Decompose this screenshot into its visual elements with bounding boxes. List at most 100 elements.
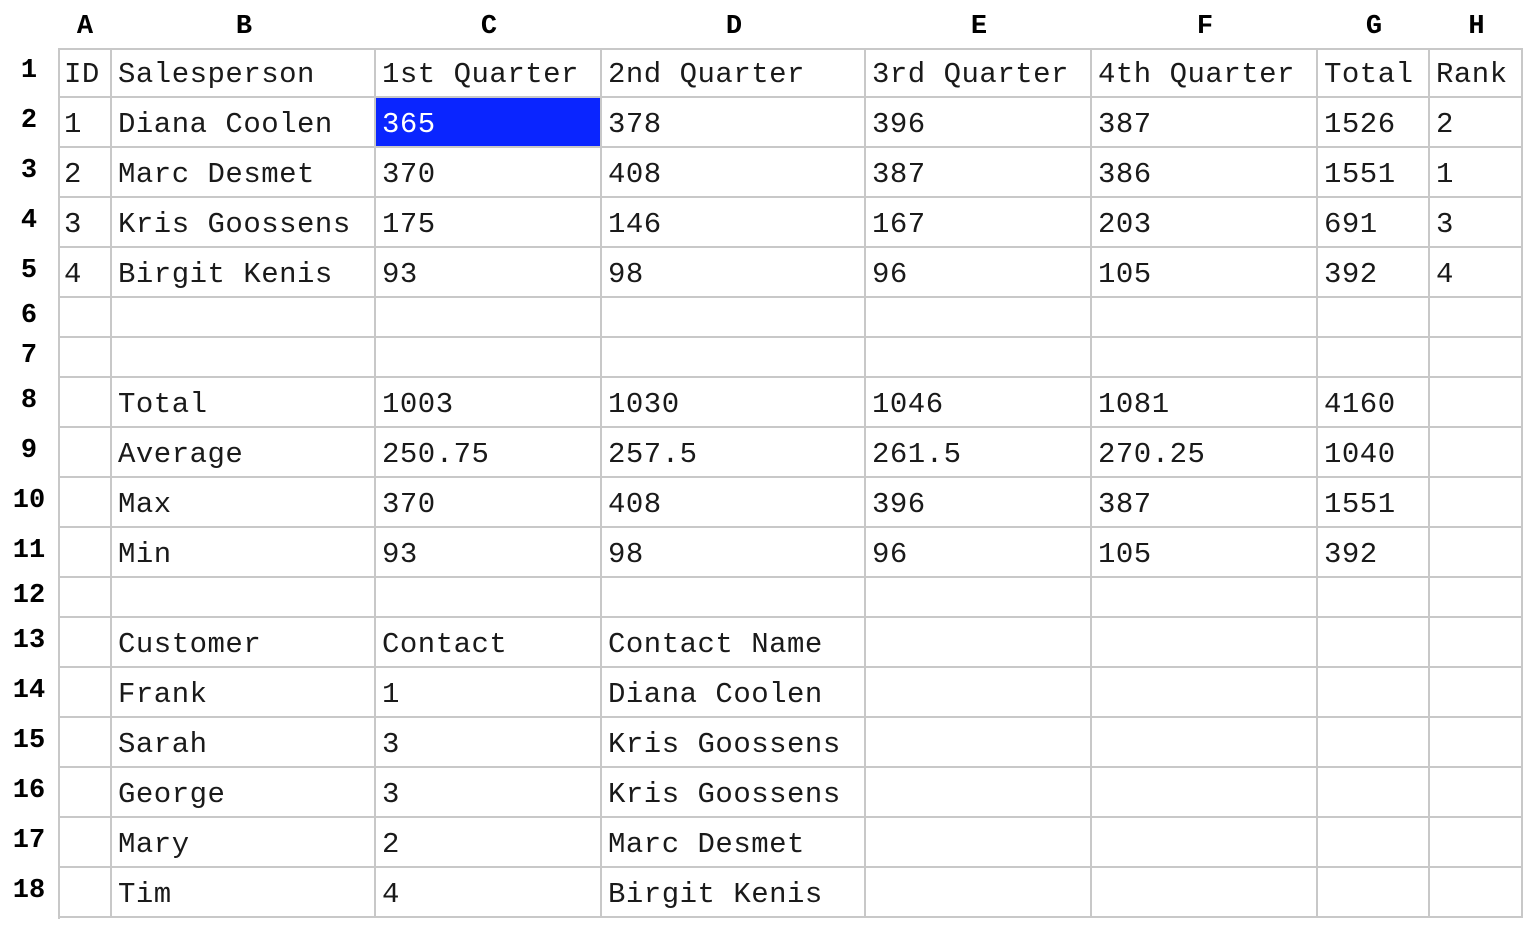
cell-d2[interactable]: 378 — [602, 98, 866, 148]
row-header-9[interactable]: 9 — [20, 436, 38, 466]
cell-c15[interactable]: 3 — [376, 718, 602, 768]
cell-h5[interactable]: 4 — [1430, 248, 1523, 298]
cell-a5[interactable]: 4 — [58, 248, 112, 298]
cell-g13[interactable] — [1318, 618, 1430, 668]
cell-a7[interactable] — [58, 338, 112, 378]
cell-f8[interactable]: 1081 — [1092, 378, 1318, 428]
cell-e6[interactable] — [866, 298, 1092, 338]
cell-a16[interactable] — [58, 768, 112, 818]
cell-d14[interactable]: Diana Coolen — [602, 668, 866, 718]
cell-b17[interactable]: Mary — [112, 818, 376, 868]
cell-c12[interactable] — [376, 578, 602, 618]
cell-h8[interactable] — [1430, 378, 1523, 428]
cell-h18[interactable] — [1430, 868, 1523, 918]
cell-f13[interactable] — [1092, 618, 1318, 668]
column-header-e[interactable]: E — [970, 12, 988, 42]
cell-b10[interactable]: Max — [112, 478, 376, 528]
cell-f14[interactable] — [1092, 668, 1318, 718]
cell-h11[interactable] — [1430, 528, 1523, 578]
cell-c10[interactable]: 370 — [376, 478, 602, 528]
cell-b7[interactable] — [112, 338, 376, 378]
cell-e13[interactable] — [866, 618, 1092, 668]
cell-h9[interactable] — [1430, 428, 1523, 478]
cell-h10[interactable] — [1430, 478, 1523, 528]
cell-e17[interactable] — [866, 818, 1092, 868]
cell-d17[interactable]: Marc Desmet — [602, 818, 866, 868]
row-header-10[interactable]: 10 — [12, 486, 46, 516]
cell-c11[interactable]: 93 — [376, 528, 602, 578]
cell-a1[interactable]: ID — [58, 48, 112, 98]
cell-a17[interactable] — [58, 818, 112, 868]
column-header-c[interactable]: C — [480, 12, 498, 42]
cell-d13[interactable]: Contact Name — [602, 618, 866, 668]
cell-g15[interactable] — [1318, 718, 1430, 768]
cell-f6[interactable] — [1092, 298, 1318, 338]
row-header-12[interactable]: 12 — [12, 581, 46, 611]
cell-a2[interactable]: 1 — [58, 98, 112, 148]
row-header-15[interactable]: 15 — [12, 726, 46, 756]
cell-h4[interactable]: 3 — [1430, 198, 1523, 248]
cell-g3[interactable]: 1551 — [1318, 148, 1430, 198]
cell-b14[interactable]: Frank — [112, 668, 376, 718]
cell-f3[interactable]: 386 — [1092, 148, 1318, 198]
cell-h16[interactable] — [1430, 768, 1523, 818]
cell-g10[interactable]: 1551 — [1318, 478, 1430, 528]
cell-a6[interactable] — [58, 298, 112, 338]
cell-d8[interactable]: 1030 — [602, 378, 866, 428]
cell-b1[interactable]: Salesperson — [112, 48, 376, 98]
column-header-a[interactable]: A — [76, 12, 94, 42]
cell-c18[interactable]: 4 — [376, 868, 602, 918]
cell-g1[interactable]: Total — [1318, 48, 1430, 98]
row-header-1[interactable]: 1 — [20, 56, 38, 86]
cell-a11[interactable] — [58, 528, 112, 578]
cell-a4[interactable]: 3 — [58, 198, 112, 248]
cell-e10[interactable]: 396 — [866, 478, 1092, 528]
row-header-4[interactable]: 4 — [20, 206, 38, 236]
cell-f1[interactable]: 4th Quarter — [1092, 48, 1318, 98]
cell-d18[interactable]: Birgit Kenis — [602, 868, 866, 918]
cell-h12[interactable] — [1430, 578, 1523, 618]
cell-d12[interactable] — [602, 578, 866, 618]
column-header-f[interactable]: F — [1196, 12, 1214, 42]
row-header-14[interactable]: 14 — [12, 676, 46, 706]
cell-b4[interactable]: Kris Goossens — [112, 198, 376, 248]
cell-g2[interactable]: 1526 — [1318, 98, 1430, 148]
cell-h17[interactable] — [1430, 818, 1523, 868]
cell-c9[interactable]: 250.75 — [376, 428, 602, 478]
cell-f11[interactable]: 105 — [1092, 528, 1318, 578]
cell-e14[interactable] — [866, 668, 1092, 718]
cell-d5[interactable]: 98 — [602, 248, 866, 298]
row-header-6[interactable]: 6 — [20, 301, 38, 331]
cell-g17[interactable] — [1318, 818, 1430, 868]
row-header-17[interactable]: 17 — [12, 826, 46, 856]
cell-d7[interactable] — [602, 338, 866, 378]
row-header-18[interactable]: 18 — [12, 876, 46, 906]
cell-a13[interactable] — [58, 618, 112, 668]
cell-h7[interactable] — [1430, 338, 1523, 378]
cell-c2[interactable]: 365 — [376, 98, 602, 148]
cell-h3[interactable]: 1 — [1430, 148, 1523, 198]
row-header-11[interactable]: 11 — [12, 536, 46, 566]
cell-e4[interactable]: 167 — [866, 198, 1092, 248]
cell-g8[interactable]: 4160 — [1318, 378, 1430, 428]
row-header-5[interactable]: 5 — [20, 256, 38, 286]
cell-f5[interactable]: 105 — [1092, 248, 1318, 298]
cell-a3[interactable]: 2 — [58, 148, 112, 198]
cell-b5[interactable]: Birgit Kenis — [112, 248, 376, 298]
cell-g6[interactable] — [1318, 298, 1430, 338]
cell-e16[interactable] — [866, 768, 1092, 818]
cell-c4[interactable]: 175 — [376, 198, 602, 248]
cell-f9[interactable]: 270.25 — [1092, 428, 1318, 478]
cell-f2[interactable]: 387 — [1092, 98, 1318, 148]
cell-b16[interactable]: George — [112, 768, 376, 818]
cell-c8[interactable]: 1003 — [376, 378, 602, 428]
cell-a14[interactable] — [58, 668, 112, 718]
cell-c6[interactable] — [376, 298, 602, 338]
cell-b6[interactable] — [112, 298, 376, 338]
cell-d11[interactable]: 98 — [602, 528, 866, 578]
cell-e7[interactable] — [866, 338, 1092, 378]
cell-d15[interactable]: Kris Goossens — [602, 718, 866, 768]
cell-b13[interactable]: Customer — [112, 618, 376, 668]
cell-g7[interactable] — [1318, 338, 1430, 378]
cell-b9[interactable]: Average — [112, 428, 376, 478]
